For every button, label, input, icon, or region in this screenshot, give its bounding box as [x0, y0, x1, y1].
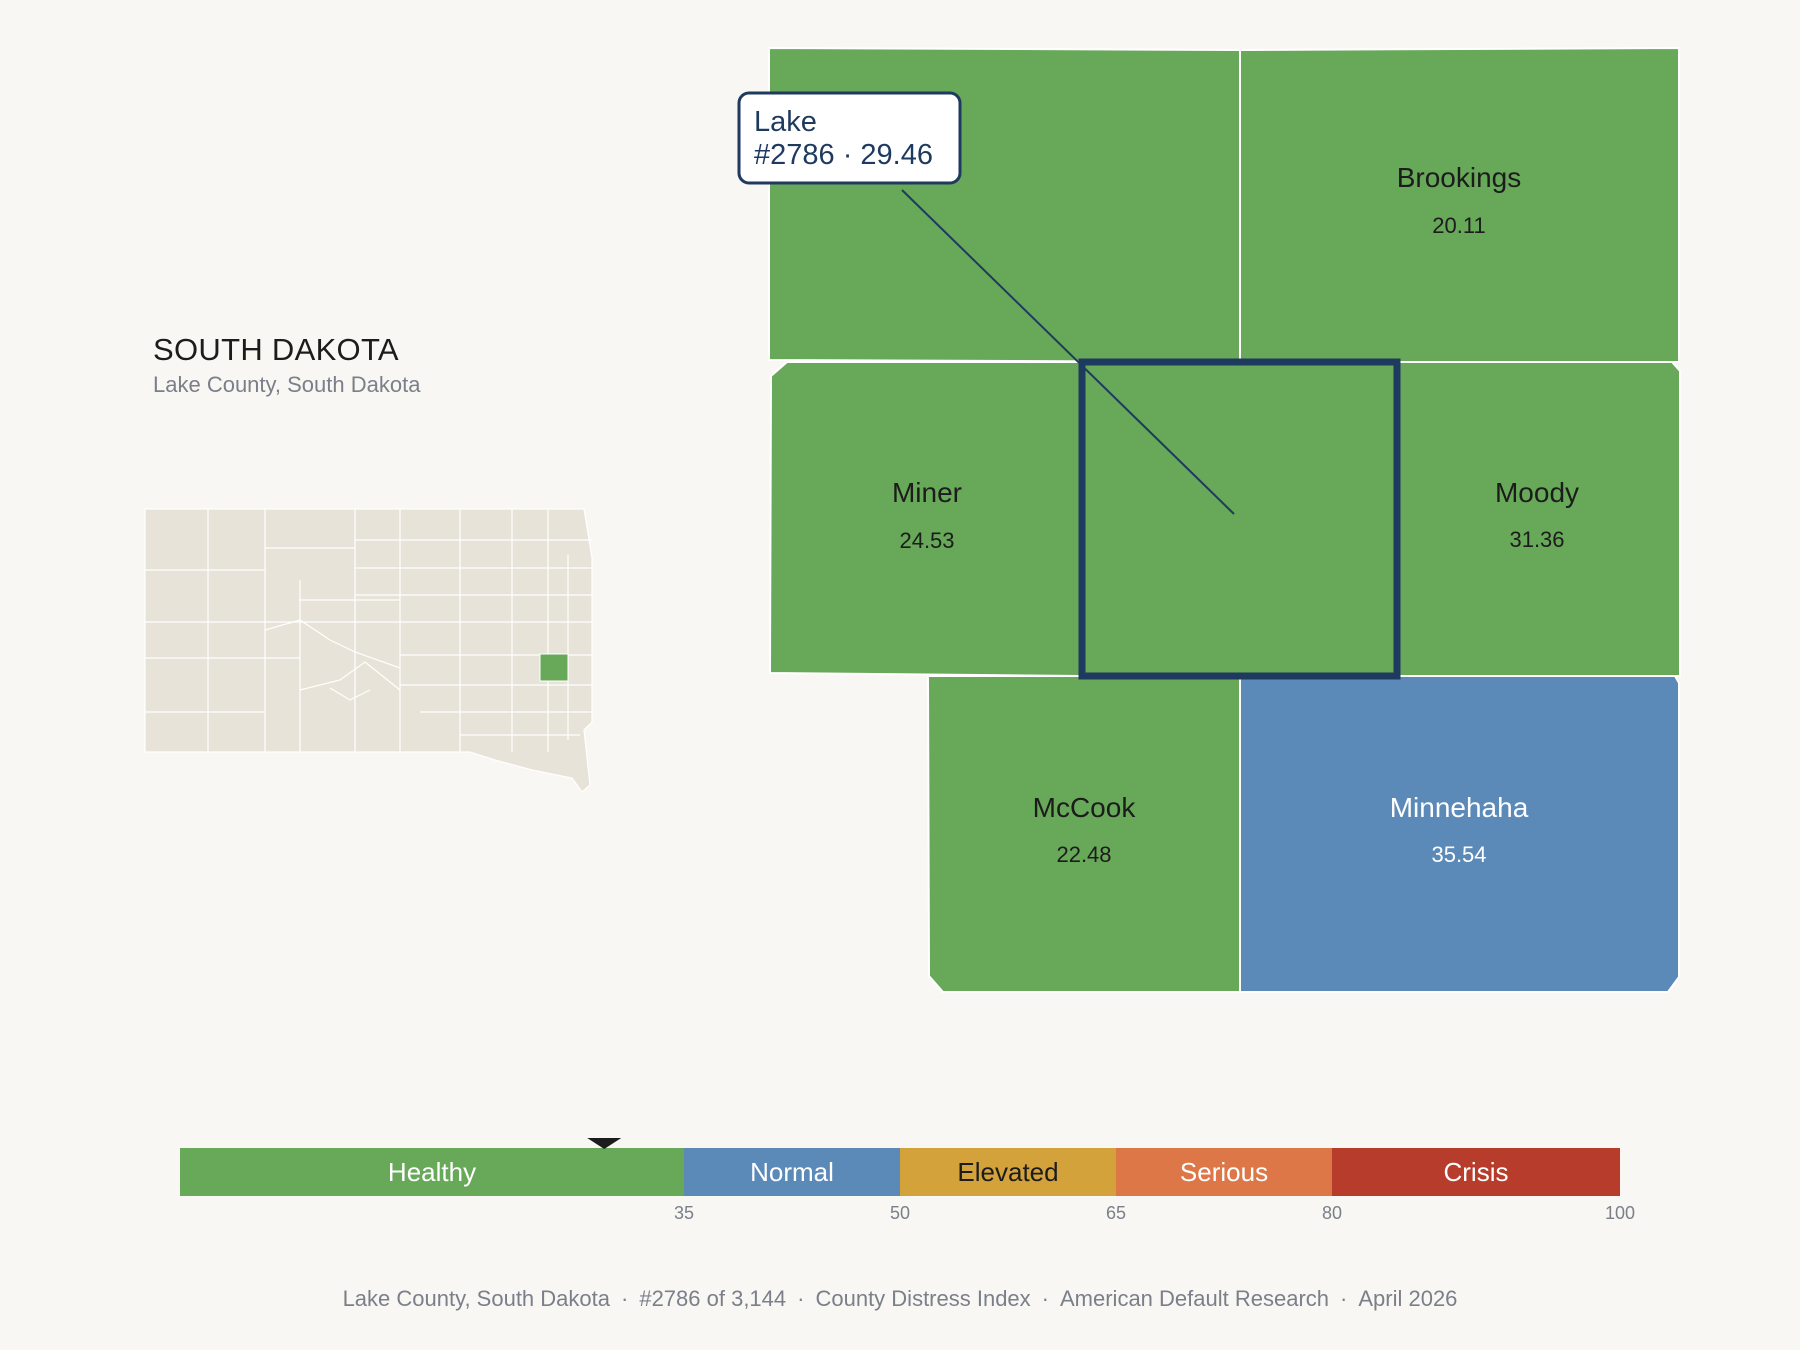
- county-value-minnehaha: 35.54: [1431, 842, 1486, 867]
- legend-band-serious: [1116, 1148, 1332, 1196]
- state-title: SOUTH DAKOTA: [153, 332, 399, 367]
- county-shape-brookings[interactable]: [1239, 46, 1680, 363]
- state-subtitle: Lake County, South Dakota: [153, 372, 421, 397]
- callout-county-name: Lake: [754, 106, 817, 138]
- legend-band-normal: [684, 1148, 900, 1196]
- legend-tick-label: 35: [674, 1203, 694, 1223]
- distress-scale-legend: Healthy Normal Elevated Serious Crisis 35 50 65…: [180, 1138, 1635, 1223]
- callout-leader-line: [901, 189, 1235, 515]
- county-value-moody: 31.36: [1509, 527, 1564, 552]
- legend-band-healthy: [180, 1148, 684, 1196]
- legend-band-label: Normal: [750, 1157, 834, 1187]
- legend-position-marker: [587, 1138, 622, 1149]
- legend-band-crisis: [1332, 1148, 1620, 1196]
- footer-publisher: American Default Research: [1060, 1286, 1330, 1311]
- footer-rank: #2786 of 3,144: [639, 1286, 787, 1311]
- legend-tick-label: 80: [1322, 1203, 1342, 1223]
- county-value-mccook: 22.48: [1056, 842, 1111, 867]
- footer-index-name: County Distress Index: [815, 1286, 1031, 1311]
- county-shape-mccook[interactable]: [926, 675, 1241, 993]
- legend-band-label: Serious: [1180, 1157, 1268, 1187]
- footer-separator: ·: [621, 1286, 629, 1311]
- legend-tick-label: 100: [1605, 1203, 1635, 1223]
- county-neighborhood-map: Brookings 20.11 Miner 24.53 Moody 31.36 …: [737, 46, 1681, 993]
- footer-location: Lake County, South Dakota: [342, 1286, 610, 1311]
- legend-tick-label: 50: [890, 1203, 910, 1223]
- legend-band-label: Healthy: [388, 1157, 476, 1187]
- legend-band-label: Crisis: [1444, 1157, 1509, 1187]
- legend-tick-label: 65: [1106, 1203, 1126, 1223]
- footer-credits: Lake County, South Dakota · #2786 of 3,144…: [0, 1286, 1800, 1312]
- footer-separator: ·: [797, 1286, 805, 1311]
- county-shape-lake[interactable]: [1078, 358, 1401, 680]
- county-value-miner: 24.53: [899, 528, 954, 553]
- inset-county-lines: [145, 509, 592, 752]
- legend-band-label: Elevated: [957, 1157, 1058, 1187]
- county-shape-moody[interactable]: [1396, 361, 1681, 677]
- callout-box: [737, 91, 962, 185]
- footer-date: April 2026: [1358, 1286, 1458, 1311]
- state-outline: [144, 508, 593, 793]
- footer-separator: ·: [1340, 1286, 1348, 1311]
- county-shape-miner[interactable]: [768, 361, 1083, 678]
- county-shape-minnehaha[interactable]: [1239, 675, 1680, 993]
- county-label-miner: Miner: [892, 477, 962, 508]
- county-label-mccook: McCook: [1033, 792, 1137, 823]
- callout-rank-value: #2786 · 29.46: [754, 139, 933, 171]
- legend-band-elevated: [900, 1148, 1116, 1196]
- state-inset-map: [144, 508, 593, 793]
- county-value-brookings: 20.11: [1432, 213, 1485, 238]
- footer-separator: ·: [1041, 1286, 1049, 1311]
- inset-focus-county: [539, 653, 569, 682]
- county-label-minnehaha: Minnehaha: [1390, 792, 1529, 823]
- county-label-moody: Moody: [1495, 477, 1579, 508]
- county-label-brookings: Brookings: [1397, 162, 1522, 193]
